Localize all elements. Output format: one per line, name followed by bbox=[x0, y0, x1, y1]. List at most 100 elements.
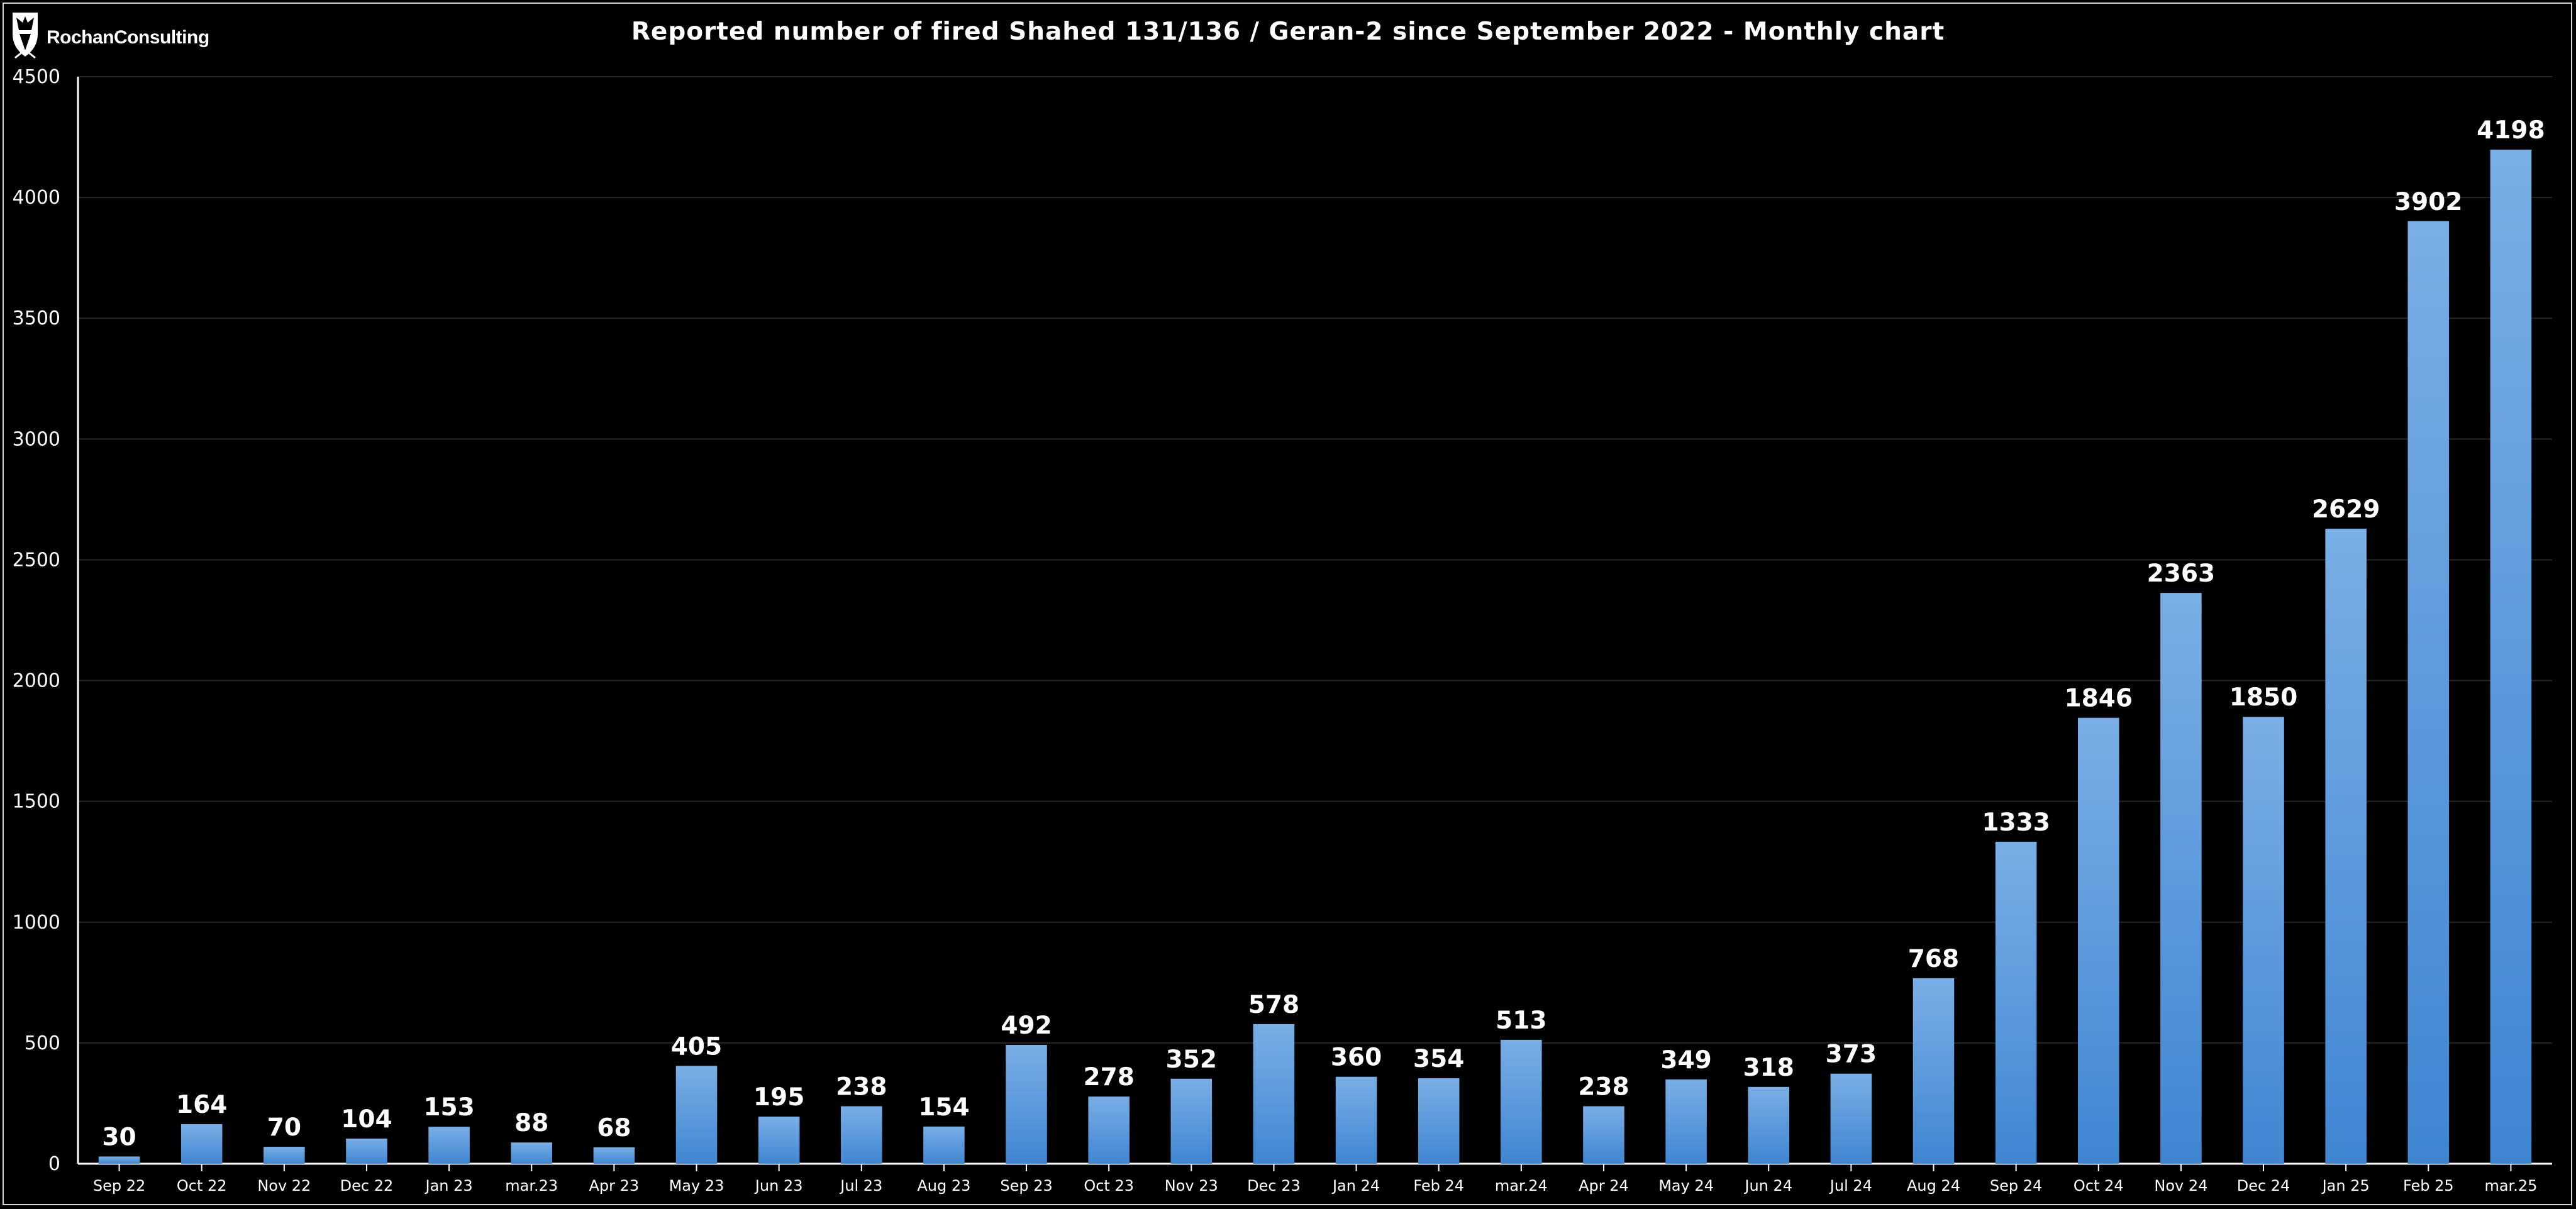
bar bbox=[1253, 1024, 1295, 1164]
x-tick-label: Nov 22 bbox=[257, 1177, 311, 1195]
bars bbox=[98, 150, 2532, 1164]
y-tick-label: 1500 bbox=[13, 791, 60, 813]
x-tick-label: Sep 24 bbox=[1990, 1177, 2042, 1195]
x-tick-label: mar.25 bbox=[2484, 1177, 2537, 1195]
bar bbox=[675, 1066, 718, 1164]
bar bbox=[1418, 1078, 1460, 1164]
x-tick-label: mar.24 bbox=[1495, 1177, 1548, 1195]
bar bbox=[1830, 1073, 1872, 1164]
x-tick-label: Jan 25 bbox=[2321, 1177, 2370, 1195]
data-label: 405 bbox=[671, 1032, 722, 1061]
bar bbox=[264, 1147, 305, 1164]
bar bbox=[346, 1139, 387, 1164]
bar bbox=[511, 1142, 553, 1164]
data-label: 278 bbox=[1083, 1063, 1134, 1091]
data-label: 164 bbox=[176, 1091, 227, 1119]
x-tick-label: Apr 24 bbox=[1579, 1177, 1629, 1195]
data-label: 68 bbox=[597, 1114, 631, 1142]
axes bbox=[77, 77, 2552, 1171]
data-label: 352 bbox=[1166, 1046, 1217, 1074]
bar bbox=[1913, 978, 1955, 1164]
x-tick-label: May 24 bbox=[1658, 1177, 1714, 1195]
y-tick-label: 500 bbox=[25, 1032, 60, 1054]
bar bbox=[428, 1127, 470, 1164]
y-tick-label: 2500 bbox=[13, 549, 60, 571]
chart-frame bbox=[3, 3, 2572, 1205]
data-label: 492 bbox=[1001, 1012, 1052, 1040]
y-axis-ticks: 0 500 1000 1500 2000 2500 3000 3500 4000 4500 bbox=[13, 66, 60, 1175]
data-label: 1846 bbox=[2064, 685, 2133, 713]
data-label: 30 bbox=[102, 1123, 136, 1151]
bar bbox=[2077, 717, 2119, 1164]
x-tick-label: Aug 24 bbox=[1907, 1177, 1960, 1195]
y-tick-label: 2000 bbox=[13, 670, 60, 692]
data-label: 70 bbox=[267, 1113, 301, 1142]
bar bbox=[923, 1126, 965, 1164]
data-label: 4198 bbox=[2477, 116, 2545, 145]
bar bbox=[758, 1117, 800, 1164]
x-tick-label: Oct 23 bbox=[1084, 1177, 1134, 1195]
y-tick-label: 1000 bbox=[13, 912, 60, 934]
data-label: 238 bbox=[836, 1073, 887, 1101]
bar bbox=[1088, 1096, 1130, 1164]
x-tick-label: Jun 23 bbox=[754, 1177, 803, 1195]
bar bbox=[2160, 593, 2202, 1164]
data-label: 1850 bbox=[2229, 683, 2298, 712]
bar bbox=[2490, 150, 2532, 1164]
data-labels: 30 164 70 104 153 88 68 405 195 238 154 492 278 352 57… bbox=[102, 116, 2545, 1151]
data-label: 349 bbox=[1660, 1046, 1711, 1074]
bar bbox=[2407, 221, 2450, 1164]
bar bbox=[180, 1123, 223, 1164]
x-axis-ticks: Sep 22 Oct 22 Nov 22 Dec 22 Jan 23 mar.23 Apr … bbox=[93, 1177, 2538, 1195]
data-label: 513 bbox=[1496, 1007, 1546, 1035]
x-tick-label: Dec 23 bbox=[1247, 1177, 1301, 1195]
bar bbox=[2325, 528, 2367, 1164]
bar bbox=[1665, 1079, 1707, 1164]
data-label: 153 bbox=[423, 1093, 474, 1122]
data-label: 354 bbox=[1413, 1045, 1464, 1073]
x-tick-label: mar.23 bbox=[505, 1177, 558, 1195]
data-label: 318 bbox=[1743, 1054, 1794, 1082]
gridlines bbox=[78, 76, 2552, 1044]
x-tick-label: Nov 23 bbox=[1165, 1177, 1218, 1195]
bar bbox=[1170, 1078, 1213, 1164]
x-tick-label: Sep 22 bbox=[93, 1177, 145, 1195]
y-tick-label: 3000 bbox=[13, 428, 60, 450]
x-tick-label: Feb 25 bbox=[2403, 1177, 2454, 1195]
x-tick-label: Feb 24 bbox=[1413, 1177, 1464, 1195]
x-tick-label: Jun 24 bbox=[1743, 1177, 1792, 1195]
y-tick-label: 4500 bbox=[13, 66, 60, 88]
bar bbox=[1501, 1039, 1542, 1164]
data-label: 768 bbox=[1908, 945, 1959, 973]
x-tick-label: Jan 23 bbox=[425, 1177, 473, 1195]
x-tick-label: Dec 24 bbox=[2237, 1177, 2290, 1195]
y-tick-label: 4000 bbox=[13, 187, 60, 209]
data-label: 2629 bbox=[2312, 495, 2380, 524]
bar bbox=[98, 1156, 140, 1164]
x-tick-label: Jul 23 bbox=[839, 1177, 882, 1195]
data-label: 104 bbox=[341, 1105, 392, 1134]
data-label: 88 bbox=[514, 1109, 548, 1137]
chart-title: Reported number of fired Shahed 131/136 … bbox=[631, 18, 1945, 46]
x-tick-label: Oct 22 bbox=[177, 1177, 227, 1195]
x-tick-label: Oct 24 bbox=[2074, 1177, 2124, 1195]
x-tick-label: May 23 bbox=[669, 1177, 724, 1195]
data-label: 238 bbox=[1578, 1073, 1629, 1101]
x-tick-label: Aug 23 bbox=[917, 1177, 970, 1195]
bar bbox=[840, 1106, 882, 1164]
data-label: 1333 bbox=[1982, 809, 2050, 837]
data-label: 578 bbox=[1248, 991, 1299, 1019]
data-label: 195 bbox=[753, 1083, 804, 1112]
bar bbox=[593, 1147, 635, 1164]
bar bbox=[1748, 1086, 1790, 1164]
logo-text: RochanConsulting bbox=[47, 27, 209, 48]
x-tick-label: Sep 23 bbox=[1000, 1177, 1052, 1195]
y-tick-label: 3500 bbox=[13, 307, 60, 329]
x-tick-label: Dec 22 bbox=[340, 1177, 394, 1195]
x-tick-label: Jul 24 bbox=[1829, 1177, 1872, 1195]
x-tick-label: Nov 24 bbox=[2154, 1177, 2207, 1195]
bar bbox=[1006, 1044, 1047, 1164]
logo-mark-icon bbox=[13, 13, 38, 59]
data-label: 154 bbox=[918, 1093, 969, 1122]
